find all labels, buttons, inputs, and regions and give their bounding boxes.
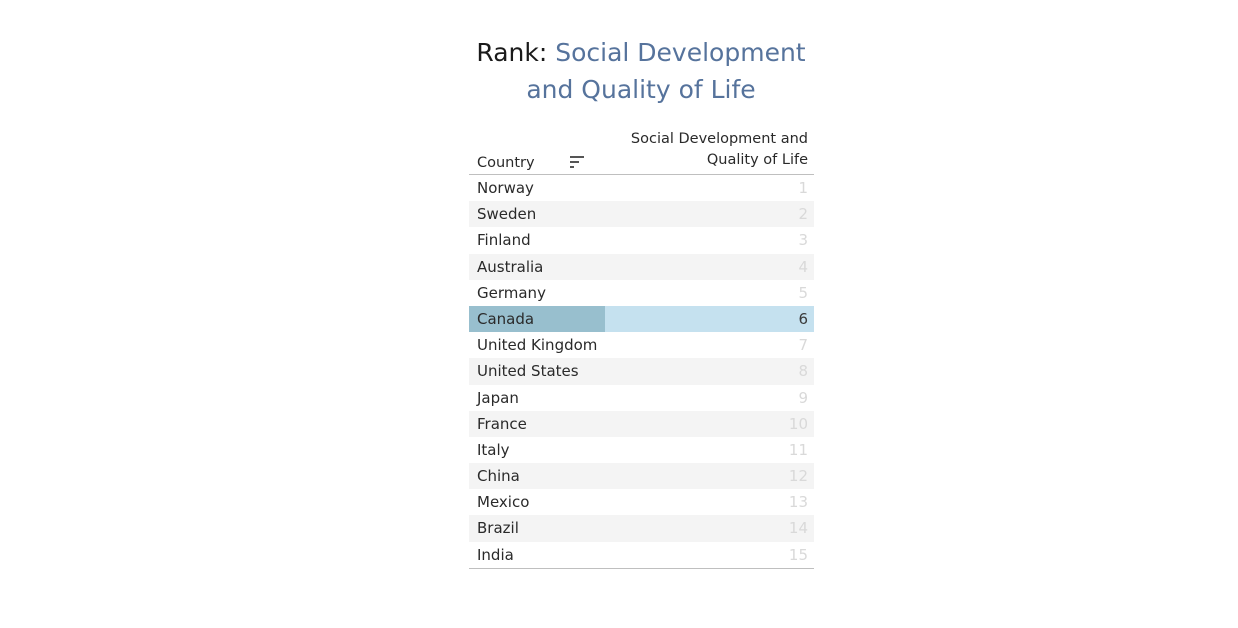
rank-cell: 3 bbox=[798, 231, 808, 250]
country-cell: United States bbox=[477, 362, 579, 381]
table-header: Country Social Development and Quality o… bbox=[469, 130, 814, 175]
country-cell: Australia bbox=[477, 257, 544, 276]
country-cell: Japan bbox=[477, 388, 519, 407]
table-row[interactable]: Mexico 13 bbox=[469, 489, 814, 515]
country-cell: Brazil bbox=[477, 519, 519, 538]
country-cell: Germany bbox=[477, 283, 546, 302]
rank-cell: 5 bbox=[798, 283, 808, 302]
rank-cell: 4 bbox=[798, 257, 808, 276]
column-header-metric[interactable]: Social Development and Quality of Life bbox=[568, 129, 808, 171]
title-prefix: Rank: bbox=[476, 38, 556, 67]
table-row[interactable]: China 12 bbox=[469, 463, 814, 490]
country-cell: France bbox=[477, 414, 527, 433]
table-row[interactable]: India 15 bbox=[469, 542, 814, 568]
table-row[interactable]: Australia 4 bbox=[469, 253, 814, 280]
sort-descending-icon[interactable] bbox=[569, 155, 585, 169]
country-cell: Norway bbox=[477, 179, 534, 197]
column-header-country[interactable]: Country bbox=[477, 155, 535, 171]
rank-cell: 2 bbox=[798, 205, 808, 224]
selected-cell-highlight bbox=[469, 305, 605, 333]
table-row[interactable]: Brazil 14 bbox=[469, 515, 814, 542]
table-row[interactable]: Canada 6 bbox=[469, 305, 814, 333]
table-row[interactable]: United States 8 bbox=[469, 358, 814, 385]
table-row[interactable]: Germany 5 bbox=[469, 280, 814, 306]
country-cell: United Kingdom bbox=[477, 336, 598, 355]
rank-table: Country Social Development and Quality o… bbox=[469, 130, 814, 569]
country-cell: Italy bbox=[477, 440, 510, 459]
rank-cell: 10 bbox=[788, 414, 808, 433]
rank-cell: 1 bbox=[798, 179, 808, 197]
rank-cell: 11 bbox=[788, 440, 808, 459]
country-cell: Mexico bbox=[477, 493, 530, 512]
column-header-metric-line1: Social Development and bbox=[630, 131, 808, 147]
rank-cell: 12 bbox=[788, 467, 808, 486]
page-title: Rank: Social Development and Quality of … bbox=[419, 34, 863, 108]
country-cell: India bbox=[477, 545, 514, 564]
table-row[interactable]: Finland 3 bbox=[469, 227, 814, 253]
table-body: Norway 1 Sweden 2 Finland 3 Australia 4 Germany 5… bbox=[469, 175, 814, 569]
table-row[interactable]: Norway 1 bbox=[469, 175, 814, 201]
rank-cell: 9 bbox=[798, 388, 808, 407]
rank-cell: 7 bbox=[798, 336, 808, 355]
country-cell: Sweden bbox=[477, 205, 537, 224]
rank-cell: 14 bbox=[788, 519, 808, 538]
table-row[interactable]: Sweden 2 bbox=[469, 201, 814, 228]
table-row[interactable]: Japan 9 bbox=[469, 385, 814, 411]
column-header-metric-line2: Quality of Life bbox=[706, 152, 808, 168]
table-row[interactable]: United Kingdom 7 bbox=[469, 332, 814, 358]
title-metric-line1: Social Development bbox=[555, 38, 806, 67]
rank-cell: 15 bbox=[788, 545, 808, 564]
table-row[interactable]: Italy 11 bbox=[469, 437, 814, 463]
title-metric-line2: and Quality of Life bbox=[526, 75, 756, 104]
rank-cell: 6 bbox=[798, 309, 808, 328]
rank-cell: 13 bbox=[788, 493, 808, 512]
country-cell: China bbox=[477, 467, 520, 486]
country-cell: Canada bbox=[477, 309, 535, 328]
country-cell: Finland bbox=[477, 231, 531, 250]
rank-cell: 8 bbox=[798, 362, 808, 381]
table-row[interactable]: France 10 bbox=[469, 410, 814, 437]
